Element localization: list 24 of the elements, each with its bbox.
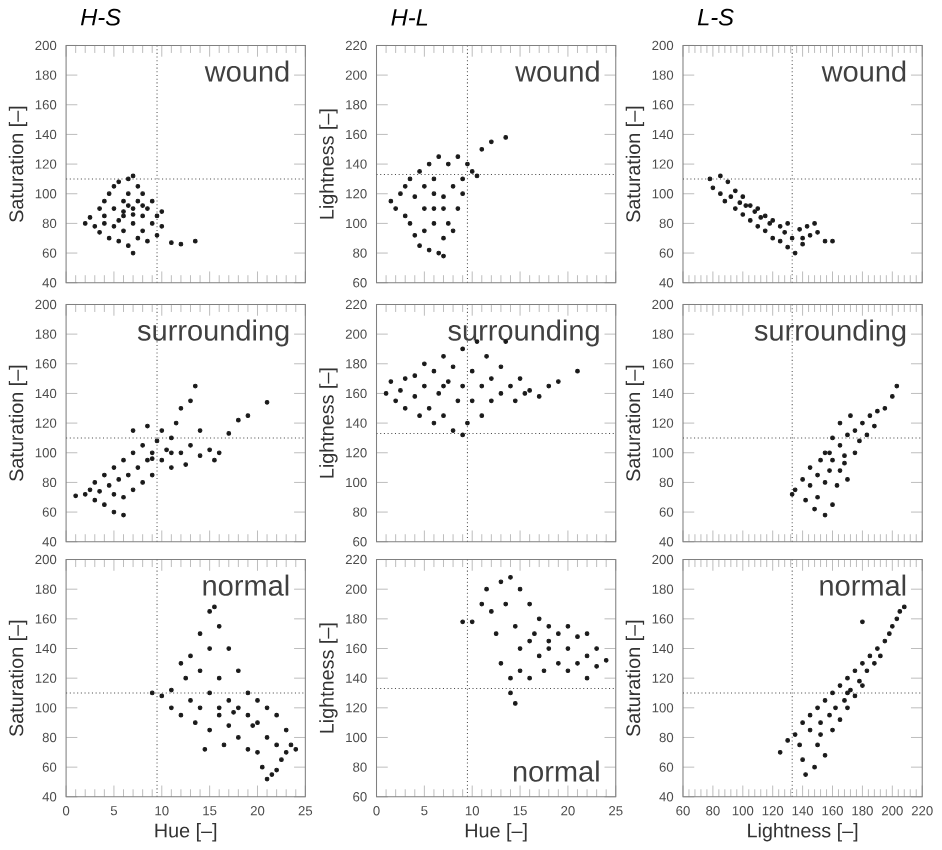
y-axis-title: Lightness [–] bbox=[319, 109, 338, 219]
y-axis-title: Saturation [–] bbox=[625, 620, 645, 736]
annotation: normal bbox=[513, 760, 599, 782]
annotation: normal bbox=[820, 574, 906, 596]
annotation: wound bbox=[821, 60, 906, 82]
x-axis-title: Hue [–] bbox=[465, 822, 527, 842]
chart-title: L-S bbox=[697, 8, 734, 26]
y-axis-title: Saturation [–] bbox=[625, 106, 645, 222]
y-axis-title: Saturation [–] bbox=[8, 365, 28, 481]
y-axis-title: Saturation [–] bbox=[625, 365, 645, 481]
annotation: surrounding bbox=[137, 319, 289, 347]
annotation: surrounding bbox=[448, 319, 599, 347]
x-axis-title: Hue [–] bbox=[155, 822, 217, 842]
y-axis-title: Lightness [–] bbox=[319, 368, 338, 478]
x-axis-title: Lightness [–] bbox=[748, 822, 858, 842]
y-axis-title: Saturation [–] bbox=[8, 620, 28, 736]
y-axis-title: Lightness [–] bbox=[319, 623, 338, 733]
annotation: wound bbox=[204, 60, 289, 82]
annotation: wound bbox=[515, 60, 599, 82]
chart-title: H-S bbox=[80, 8, 121, 26]
annotation: surrounding bbox=[754, 319, 906, 347]
annotation: normal bbox=[203, 574, 289, 596]
chart-title: H-L bbox=[391, 9, 428, 26]
y-axis-title: Saturation [–] bbox=[8, 106, 28, 222]
